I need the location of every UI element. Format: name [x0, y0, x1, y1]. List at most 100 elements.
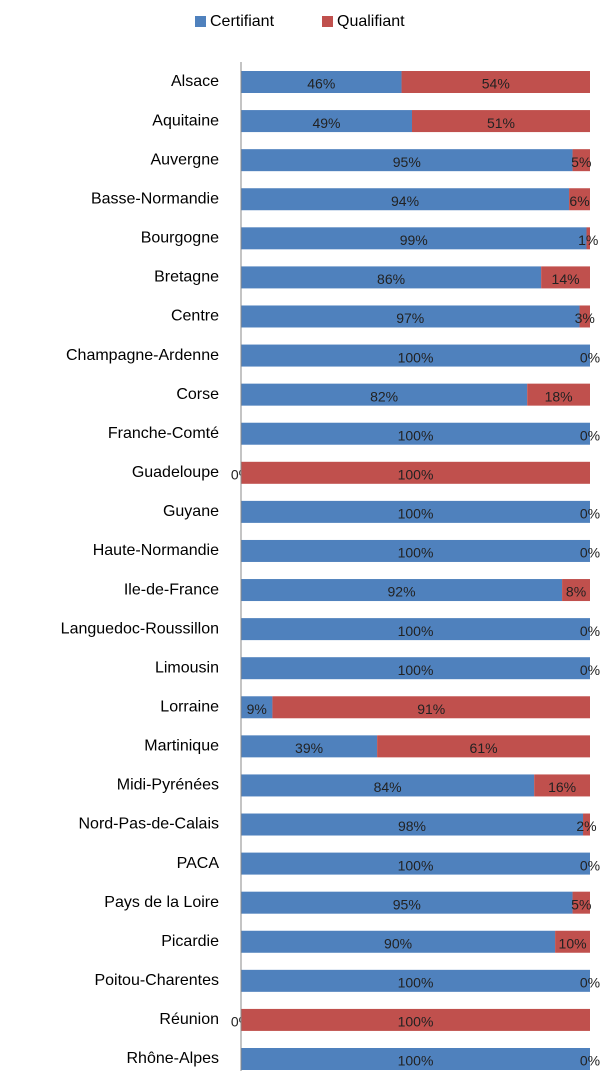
data-label: 46% — [307, 76, 335, 92]
bar-segment — [241, 852, 590, 875]
y-tick-label: Réunion — [159, 1011, 219, 1028]
bar-segment — [241, 969, 590, 992]
bar-segment — [241, 383, 528, 406]
data-label: 0% — [580, 975, 600, 991]
y-tick-label: Picardie — [161, 933, 219, 950]
y-tick-label: Haute-Normandie — [93, 542, 219, 559]
data-label: 0% — [580, 623, 600, 639]
data-label: 9% — [247, 701, 267, 717]
data-label: 98% — [398, 818, 426, 834]
bar-segment — [241, 891, 573, 914]
data-label: 0% — [580, 545, 600, 561]
y-tick-label: Martinique — [144, 738, 219, 755]
bar-segment — [241, 579, 563, 602]
data-label: 100% — [398, 662, 434, 678]
data-label: 100% — [398, 1014, 434, 1030]
bar-segment — [572, 149, 590, 172]
y-tick-label: Bourgogne — [141, 230, 219, 247]
bar-segment — [583, 813, 590, 836]
data-label: 16% — [548, 779, 576, 795]
data-label: 51% — [487, 115, 515, 131]
data-label: 97% — [396, 310, 424, 326]
data-label: 100% — [398, 857, 434, 873]
data-label: 0% — [580, 662, 600, 678]
y-tick-label: Midi-Pyrénées — [117, 777, 219, 794]
data-label: 5% — [571, 154, 591, 170]
data-label: 2% — [576, 818, 596, 834]
bar-segment — [572, 891, 590, 914]
legend-label: Certifiant — [210, 13, 275, 30]
data-label: 6% — [569, 193, 589, 209]
data-label: 3% — [575, 310, 595, 326]
data-label: 100% — [398, 545, 434, 561]
data-label: 49% — [312, 115, 340, 131]
bar-segment — [241, 1048, 590, 1070]
bar-segment — [562, 579, 590, 602]
y-tick-label: Ile-de-France — [124, 581, 219, 598]
data-label: 100% — [398, 349, 434, 365]
bar-segment — [241, 696, 273, 719]
data-label: 0% — [580, 1053, 600, 1069]
data-label: 100% — [398, 623, 434, 639]
y-tick-label: Corse — [176, 386, 219, 403]
data-label: 95% — [393, 154, 421, 170]
legend-label: Qualifiant — [337, 13, 405, 30]
y-tick-label: Basse-Normandie — [91, 190, 219, 207]
data-label: 10% — [559, 935, 587, 951]
y-tick-label: Centre — [171, 308, 219, 325]
legend-swatch — [322, 16, 333, 27]
data-label: 86% — [377, 271, 405, 287]
bar-segment — [534, 774, 590, 797]
bar-segment — [241, 110, 413, 133]
bar-segment — [241, 305, 580, 328]
y-tick-label: Guadeloupe — [132, 464, 219, 481]
y-tick-label: Rhône-Alpes — [127, 1050, 220, 1067]
y-tick-label: Auvergne — [151, 151, 220, 168]
y-tick-label: PACA — [177, 855, 220, 872]
bar-segment — [241, 813, 584, 836]
data-label: 100% — [398, 975, 434, 991]
data-label: 91% — [417, 701, 445, 717]
data-label: 0% — [580, 506, 600, 522]
data-label: 94% — [391, 193, 419, 209]
bar-segment — [241, 930, 556, 953]
y-tick-label: Lorraine — [160, 698, 219, 715]
y-tick-label: Poitou-Charentes — [94, 972, 219, 989]
y-tick-label: Champagne-Ardenne — [66, 347, 219, 364]
y-tick-label: Aquitaine — [152, 112, 219, 129]
data-label: 82% — [370, 388, 398, 404]
data-label: 100% — [398, 467, 434, 483]
data-label: 100% — [398, 427, 434, 443]
bar-segment — [412, 110, 590, 133]
bar-segment — [555, 930, 590, 953]
data-label: 0% — [580, 427, 600, 443]
y-tick-label: Languedoc-Roussillon — [61, 620, 219, 637]
data-label: 18% — [545, 388, 573, 404]
bar-segment — [272, 696, 590, 719]
data-label: 92% — [388, 584, 416, 600]
bar-segment — [241, 657, 590, 680]
bar-segment — [241, 149, 573, 172]
data-label: 5% — [571, 896, 591, 912]
data-label: 0% — [580, 857, 600, 873]
data-label: 100% — [398, 1053, 434, 1069]
bar-segment — [241, 774, 535, 797]
bar-segment — [569, 188, 590, 211]
bar-segment — [241, 1008, 590, 1031]
bar-segment — [241, 422, 590, 445]
y-tick-label: Pays de la Loire — [104, 894, 219, 911]
data-label: 90% — [384, 935, 412, 951]
data-label: 54% — [482, 76, 510, 92]
data-label: 99% — [400, 232, 428, 248]
bar-segment — [241, 266, 542, 289]
bar-segment — [401, 71, 590, 93]
bar-segment — [586, 227, 590, 250]
bar-segment — [377, 735, 590, 758]
data-label: 14% — [552, 271, 580, 287]
data-label: 84% — [374, 779, 402, 795]
y-tick-label: Alsace — [171, 73, 219, 90]
bar-segment — [527, 383, 590, 406]
y-tick-label: Bretagne — [154, 269, 219, 286]
bar-segment — [241, 188, 570, 211]
